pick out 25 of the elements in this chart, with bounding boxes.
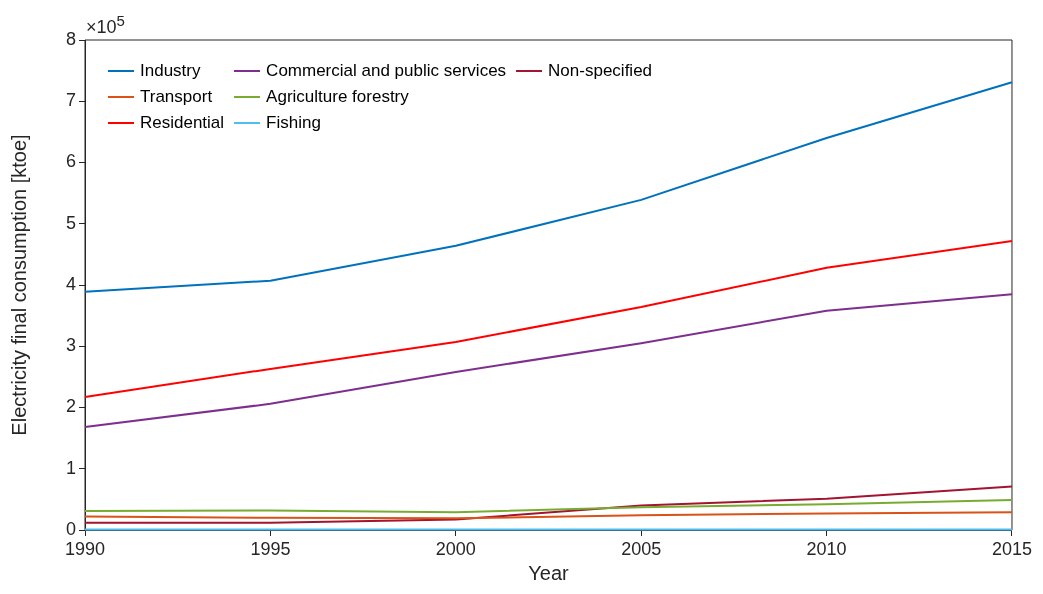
legend-label: Non-specified: [548, 61, 653, 81]
legend-label: Industry: [140, 61, 201, 81]
legend-label: Agriculture forestry: [266, 87, 409, 107]
legend-label: Commercial and public services: [266, 61, 507, 81]
text: ×10$^{5}$: [86, 12, 125, 38]
x-tick-label: 1990: [64, 538, 106, 559]
y-tick-label: 6: [65, 151, 76, 172]
y-tick-label: 0: [65, 518, 76, 539]
legend-label: Transport: [140, 87, 213, 107]
y-tick-label: 4: [65, 273, 76, 294]
x-axis-title: Year: [528, 561, 570, 584]
x-tick-label: 2000: [435, 538, 476, 559]
x-tick-label: 1995: [250, 538, 291, 559]
y-axis-title: Electricity final consumption [ktoe]: [7, 134, 30, 436]
y-tick-label: 3: [65, 335, 76, 356]
y-tick-label: 1: [65, 457, 76, 478]
y-tick-label: 7: [65, 90, 76, 111]
x-tick-label: 2005: [621, 538, 662, 559]
legend-label: Fishing: [266, 113, 321, 133]
x-tick-label: 2010: [806, 538, 847, 559]
y-tick-label: 8: [65, 28, 76, 49]
legend-label: Residential: [140, 113, 225, 133]
y-tick-label: 2: [65, 396, 76, 417]
y-tick-label: 5: [65, 212, 76, 233]
x-tick-label: 2015: [991, 538, 1032, 559]
